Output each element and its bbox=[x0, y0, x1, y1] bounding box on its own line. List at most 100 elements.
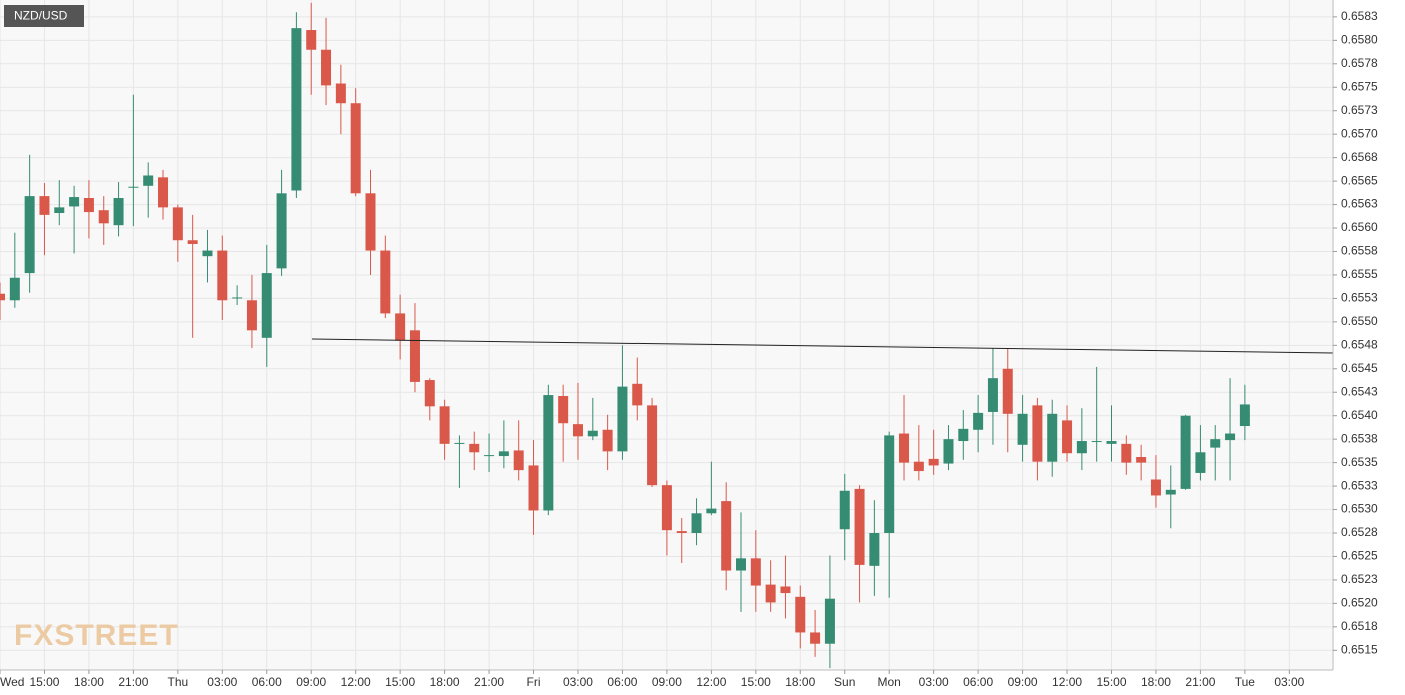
candle-body bbox=[736, 558, 746, 571]
candle-body bbox=[454, 442, 465, 444]
candle-body bbox=[128, 186, 139, 188]
candle-body bbox=[1210, 439, 1221, 448]
candle-body bbox=[202, 250, 213, 257]
candle-body bbox=[276, 193, 287, 269]
y-tick-label: 0.6533 bbox=[1341, 478, 1378, 492]
candle-body bbox=[1195, 452, 1206, 473]
candle-body bbox=[24, 196, 35, 274]
candle-body bbox=[54, 207, 65, 214]
candle-body bbox=[83, 197, 94, 213]
grid bbox=[0, 0, 1333, 670]
x-tick-label: 12:00 bbox=[696, 675, 726, 689]
x-tick-label: 09:00 bbox=[652, 675, 682, 689]
x-tick-label: Sun bbox=[834, 675, 855, 689]
candle-body bbox=[661, 485, 672, 531]
candle-body bbox=[143, 175, 154, 186]
x-tick-label: 15:00 bbox=[29, 675, 59, 689]
candle-body bbox=[543, 395, 554, 511]
x-tick-label: 09:00 bbox=[296, 675, 326, 689]
y-tick-label: 0.6528 bbox=[1341, 525, 1378, 539]
y-tick-label: 0.6583 bbox=[1341, 9, 1378, 23]
candle-body bbox=[217, 250, 228, 301]
x-tick-label: 06:00 bbox=[607, 675, 637, 689]
candle-body bbox=[1091, 441, 1102, 443]
y-tick-label: 0.6575 bbox=[1341, 79, 1378, 93]
candle-body bbox=[795, 596, 806, 633]
axes: 0.6515 0.6518 0.6520 0.6523 0.6525 0.6528 0.65… bbox=[0, 9, 1378, 689]
candle-body bbox=[647, 405, 658, 486]
y-tick-label: 0.6548 bbox=[1341, 337, 1378, 351]
candle-body bbox=[1225, 433, 1236, 441]
candle-body bbox=[1002, 368, 1013, 414]
candle-body bbox=[69, 197, 80, 207]
y-tick-label: 0.6565 bbox=[1341, 173, 1378, 187]
y-tick-label: 0.6515 bbox=[1341, 642, 1378, 656]
y-tick-label: 0.6573 bbox=[1341, 103, 1378, 117]
chart-title: NZD/USD bbox=[14, 9, 68, 23]
candle-body bbox=[1150, 479, 1161, 496]
candle-body bbox=[98, 210, 109, 224]
candle-body bbox=[498, 451, 509, 457]
candle-body bbox=[1076, 441, 1087, 454]
candle-body bbox=[158, 177, 169, 208]
y-tick-label: 0.6553 bbox=[1341, 291, 1378, 305]
candle-body bbox=[987, 378, 998, 412]
candle-body bbox=[395, 313, 406, 341]
x-tick-label: 06:00 bbox=[252, 675, 282, 689]
candle-body bbox=[676, 531, 687, 533]
candle-body bbox=[113, 197, 124, 226]
candle-body bbox=[1165, 489, 1176, 495]
candle-body bbox=[39, 196, 50, 215]
candle-body bbox=[928, 458, 939, 466]
x-tick-label: Tue bbox=[1235, 675, 1256, 689]
y-tick-label: 0.6535 bbox=[1341, 455, 1378, 469]
candle-body bbox=[572, 424, 583, 437]
candle-body bbox=[439, 406, 450, 444]
x-tick-label: 18:00 bbox=[74, 675, 104, 689]
y-tick-label: 0.6558 bbox=[1341, 244, 1378, 258]
y-tick-label: 0.6525 bbox=[1341, 549, 1378, 563]
y-tick-label: 0.6545 bbox=[1341, 361, 1378, 375]
title-box bbox=[4, 5, 84, 27]
candle-body bbox=[587, 430, 598, 437]
candle-body bbox=[973, 412, 984, 430]
y-tick-label: 0.6543 bbox=[1341, 384, 1378, 398]
candle-body bbox=[528, 465, 539, 511]
candle-body bbox=[1239, 404, 1250, 427]
candle-body bbox=[424, 380, 435, 407]
y-tick-label: 0.6580 bbox=[1341, 33, 1378, 47]
candle-body bbox=[839, 490, 850, 530]
candle-body bbox=[291, 28, 302, 191]
candle-body bbox=[246, 300, 257, 331]
candle-body bbox=[1106, 441, 1117, 444]
candle-body bbox=[380, 250, 391, 314]
candle-body bbox=[172, 207, 183, 241]
candle-body bbox=[335, 83, 346, 104]
x-tick-label: 21:00 bbox=[474, 675, 504, 689]
x-tick-label: 03:00 bbox=[207, 675, 237, 689]
candle-body bbox=[1017, 413, 1028, 445]
candle-body bbox=[943, 439, 954, 464]
x-tick-label: 09:00 bbox=[1008, 675, 1038, 689]
candle-body bbox=[913, 461, 924, 472]
candle-body bbox=[321, 49, 332, 86]
candle-body bbox=[706, 508, 717, 514]
x-tick-label: 21:00 bbox=[1185, 675, 1215, 689]
trendline bbox=[311, 338, 1334, 354]
candle-body bbox=[780, 586, 791, 594]
x-tick-label: 12:00 bbox=[1052, 675, 1082, 689]
x-tick-label: 15:00 bbox=[1096, 675, 1126, 689]
y-tick-label: 0.6555 bbox=[1341, 267, 1378, 281]
candle-body bbox=[469, 443, 480, 453]
candle-body bbox=[617, 386, 628, 452]
candle-body bbox=[721, 501, 732, 571]
candle-body bbox=[869, 532, 880, 566]
candle-body bbox=[632, 383, 643, 406]
x-tick-label: Fri bbox=[527, 675, 541, 689]
candle-body bbox=[958, 428, 969, 442]
candle-body bbox=[409, 330, 420, 382]
watermark: FXSTREET bbox=[14, 619, 179, 652]
candle-body bbox=[558, 395, 569, 424]
x-tick-label: 03:00 bbox=[563, 675, 593, 689]
candle-body bbox=[810, 632, 821, 644]
